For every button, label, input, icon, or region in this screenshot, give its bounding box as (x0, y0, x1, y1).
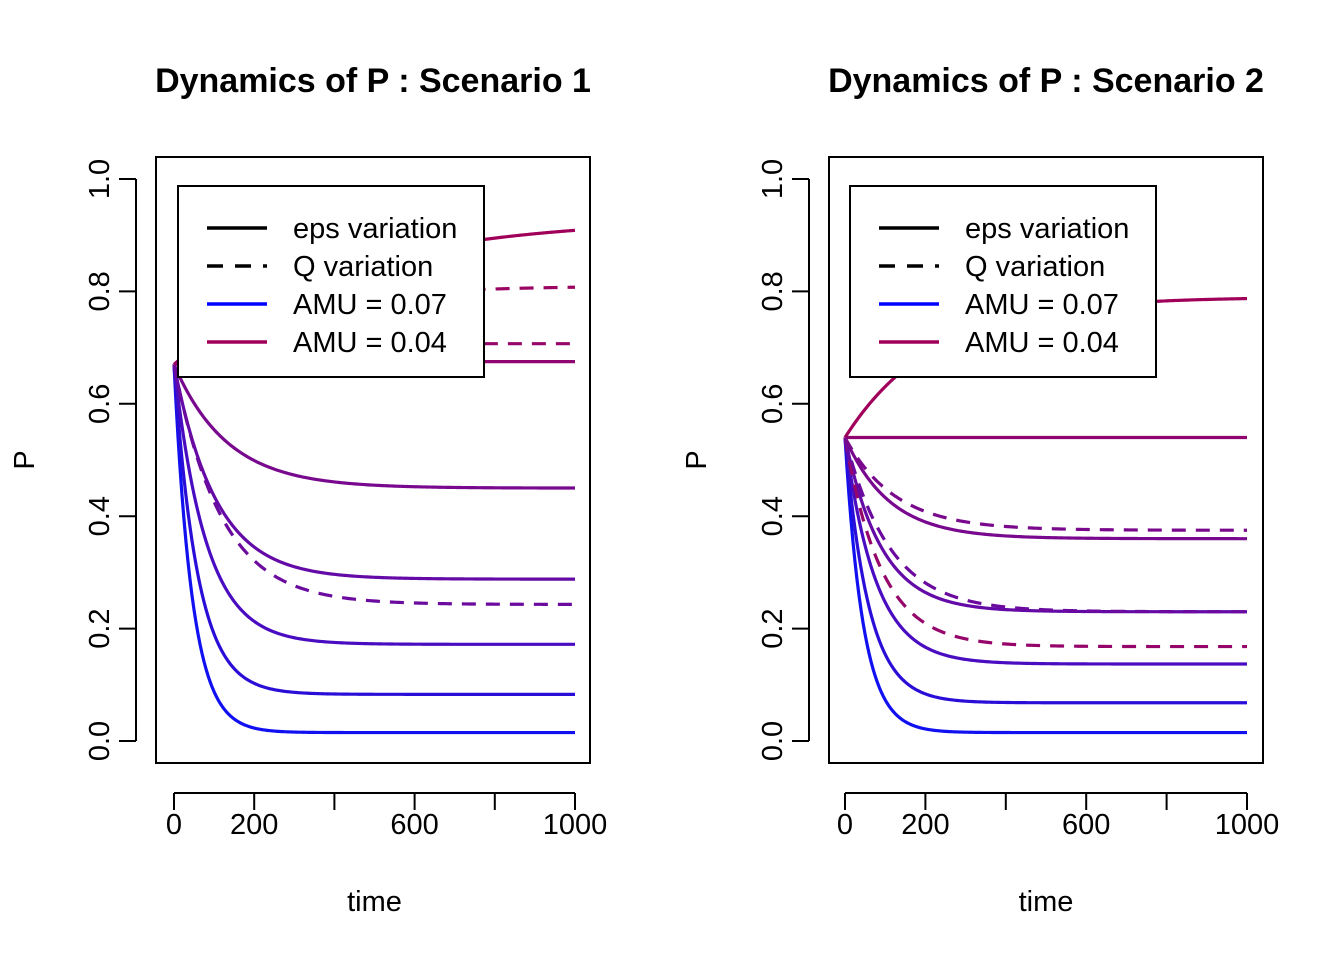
x-axis-label: time (347, 886, 402, 918)
plot-frame (828, 156, 1264, 764)
x-tick-label: 600 (1062, 809, 1110, 841)
chart-panel-1: Dynamics of P : Scenario 1 0 200 600 1000 tim… (9, 62, 607, 918)
legend: eps variation Q variation AMU = 0.07 AMU = … (177, 185, 485, 378)
y-tick-label: 0.4 (757, 496, 789, 536)
y-axis: 0.0 0.2 0.4 0.6 0.8 1.0 (757, 159, 810, 761)
legend-label-4: AMU = 0.04 (293, 327, 447, 359)
y-tick-label: 0.6 (84, 384, 116, 424)
series-line-4 (172, 364, 575, 581)
series-line-8 (172, 364, 576, 606)
x-tick-label: 0 (166, 809, 182, 841)
series-line-5 (843, 436, 1247, 541)
x-tick-label: 1000 (1215, 809, 1280, 841)
plot-frame (155, 156, 591, 764)
series-line-2 (172, 364, 575, 696)
chart-title: Dynamics of P : Scenario 1 (155, 62, 591, 100)
legend-label-3: AMU = 0.07 (965, 289, 1119, 321)
series-line-1 (172, 364, 575, 735)
y-tick-label: 0.4 (84, 496, 116, 536)
x-axis: 0 200 600 1000 (837, 792, 1280, 841)
series-line-5 (172, 363, 575, 490)
series-line-8 (843, 437, 1247, 649)
y-tick-label: 0.6 (757, 384, 789, 424)
x-tick-label: 0 (837, 809, 853, 841)
series-line-9 (843, 437, 1247, 614)
y-axis: 0.0 0.2 0.4 0.6 0.8 1.0 (84, 159, 137, 761)
y-tick-label: 0.0 (84, 721, 116, 761)
series-line-1 (843, 437, 1247, 735)
legend-label-1: eps variation (965, 213, 1129, 245)
x-axis: 0 200 600 1000 (166, 792, 608, 841)
y-axis-label: P (681, 450, 713, 469)
series-line-10 (843, 436, 1247, 532)
y-tick-label: 0.2 (84, 608, 116, 648)
legend-label-2: Q variation (965, 251, 1105, 283)
x-tick-label: 200 (901, 809, 949, 841)
y-axis-label: P (9, 450, 41, 469)
legend-label-2: Q variation (293, 251, 433, 283)
y-tick-label: 1.0 (757, 159, 789, 199)
x-tick-label: 600 (390, 809, 438, 841)
series-line-3 (172, 364, 575, 646)
series-line-2 (843, 437, 1247, 705)
y-tick-label: 0.2 (757, 608, 789, 648)
legend-label-4: AMU = 0.04 (965, 327, 1119, 359)
y-tick-label: 0.0 (757, 721, 789, 761)
x-tick-label: 200 (230, 809, 278, 841)
x-tick-label: 1000 (543, 809, 608, 841)
y-tick-label: 0.8 (757, 271, 789, 311)
y-tick-label: 0.8 (84, 271, 116, 311)
x-axis-label: time (1019, 886, 1074, 918)
y-tick-label: 1.0 (84, 159, 116, 199)
series-line-3 (843, 437, 1247, 666)
legend-label-1: eps variation (293, 213, 457, 245)
legend-box (177, 185, 485, 378)
chart-panel-2: Dynamics of P : Scenario 2 0 200 600 1000 tim… (681, 62, 1279, 918)
legend: eps variation Q variation AMU = 0.07 AMU = … (849, 185, 1157, 378)
series-line-4 (843, 437, 1247, 614)
legend-box (849, 185, 1157, 378)
legend-label-3: AMU = 0.07 (293, 289, 447, 321)
chart-title: Dynamics of P : Scenario 2 (828, 62, 1264, 100)
